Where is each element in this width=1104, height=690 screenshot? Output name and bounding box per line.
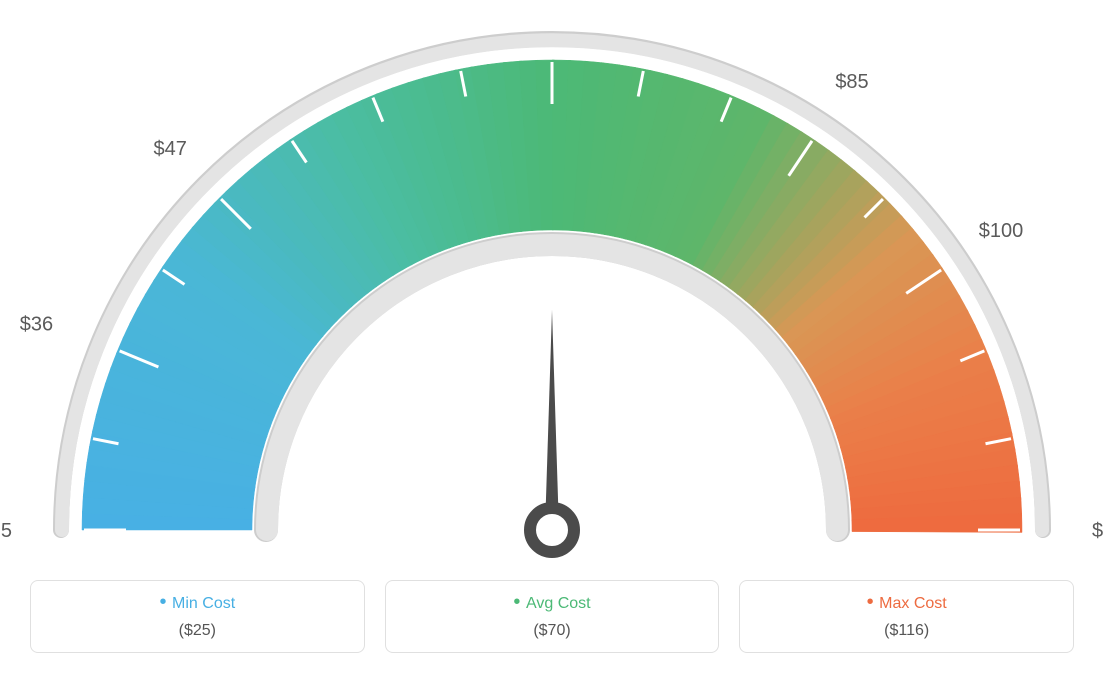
gauge-scale-label: $70 — [535, 0, 568, 2]
legend-value-avg: ($70) — [402, 622, 703, 640]
legend-label-max: Max Cost — [756, 591, 1057, 614]
gauge-hub — [530, 508, 574, 552]
legend-label-min: Min Cost — [47, 591, 348, 614]
gauge-chart: $25 $36 $47 $70 $85 $100 $116 — [0, 0, 1104, 580]
gauge-scale-label: $116 — [1092, 520, 1104, 542]
gauge-scale-label: $100 — [979, 220, 1024, 242]
legend-value-max: ($116) — [756, 622, 1057, 640]
legend-value-min: ($25) — [47, 622, 348, 640]
legend-card-max: Max Cost ($116) — [739, 580, 1074, 653]
legend-row: Min Cost ($25) Avg Cost ($70) Max Cost ($116) — [0, 580, 1104, 663]
gauge-needle — [545, 310, 559, 530]
gauge-scale-label: $85 — [835, 71, 868, 93]
gauge-scale-label: $47 — [153, 138, 186, 160]
gauge-scale-label: $25 — [0, 520, 12, 542]
legend-card-min: Min Cost ($25) — [30, 580, 365, 653]
legend-label-avg: Avg Cost — [402, 591, 703, 614]
gauge-scale-label: $36 — [20, 313, 53, 335]
legend-card-avg: Avg Cost ($70) — [385, 580, 720, 653]
